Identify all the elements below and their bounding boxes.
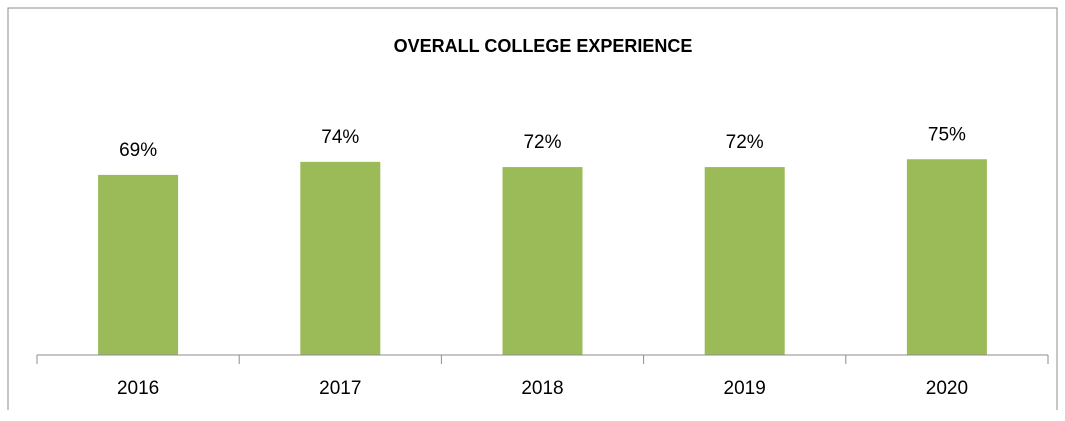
chart-frame — [7, 7, 1058, 410]
x-tick-label: 2020 — [926, 378, 968, 399]
bar — [704, 167, 785, 355]
x-tick-label: 2017 — [319, 378, 361, 399]
x-tick-label: 2018 — [521, 378, 563, 399]
x-tick-label: 2019 — [724, 378, 766, 399]
value-label: 72% — [726, 132, 764, 153]
bar — [300, 161, 381, 355]
chart-title: OVERALL COLLEGE EXPERIENCE — [394, 36, 693, 56]
bar — [502, 167, 583, 355]
bar — [98, 174, 179, 355]
value-label: 75% — [928, 124, 966, 145]
value-label: 69% — [119, 140, 157, 161]
x-tick-label: 2016 — [117, 378, 159, 399]
bar — [906, 159, 987, 355]
value-label: 74% — [321, 127, 359, 148]
value-label: 72% — [523, 132, 561, 153]
